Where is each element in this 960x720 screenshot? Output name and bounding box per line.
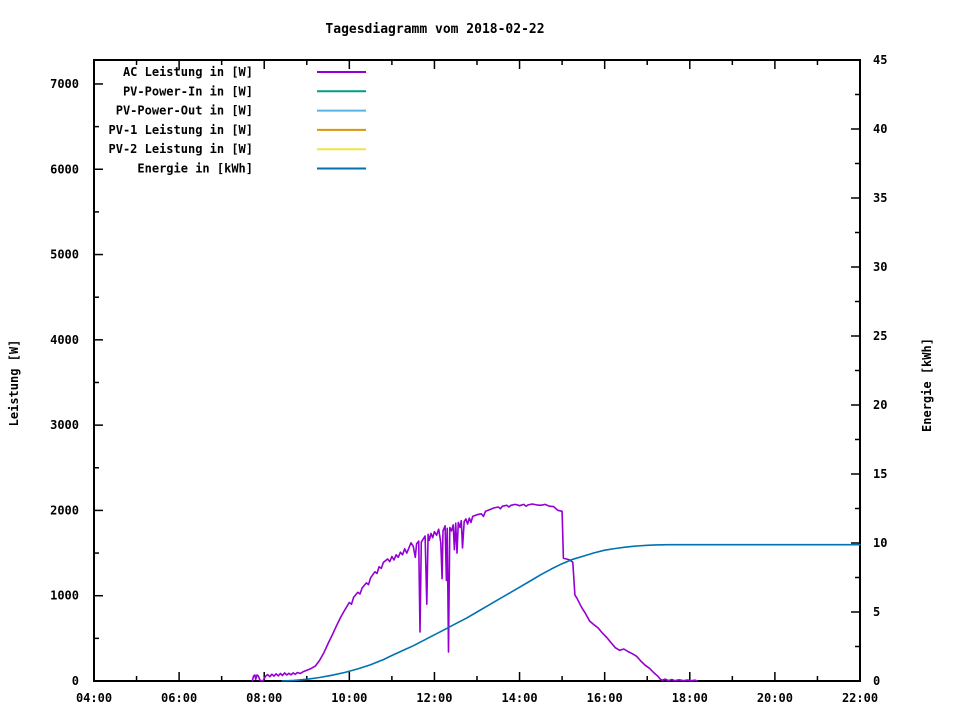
y-right-tick-label: 5 (873, 605, 880, 619)
series-line-energie-in-kwh- (281, 543, 861, 682)
y-left-tick-label: 0 (72, 674, 79, 688)
y-left-tick-label: 1000 (50, 589, 79, 603)
y-left-tick-label: 2000 (50, 503, 79, 517)
x-tick-label: 14:00 (501, 691, 537, 705)
legend-label: AC Leistung in [W] (123, 65, 253, 79)
right-axis-label: Energie [kWh] (920, 338, 934, 432)
series-lines (251, 503, 861, 682)
x-tick-label: 18:00 (672, 691, 708, 705)
x-tick-label: 06:00 (161, 691, 197, 705)
y-left-tick-label: 5000 (50, 248, 79, 262)
y-left-tick-label: 7000 (50, 77, 79, 91)
y-left-tick-label: 3000 (50, 418, 79, 432)
y-right-tick-label: 0 (873, 674, 880, 688)
left-axis-ticks (94, 83, 103, 682)
legend-label: PV-Power-In in [W] (123, 84, 253, 98)
legend: AC Leistung in [W] PV-Power-In in [W] PV-P… (109, 65, 366, 176)
x-axis-ticks (93, 60, 861, 681)
right-axis-ticks (851, 59, 860, 682)
y-right-tick-label: 40 (873, 122, 887, 136)
x-tick-label: 22:00 (842, 691, 878, 705)
legend-label: Energie in [kWh] (137, 162, 253, 176)
y-right-tick-label: 25 (873, 329, 887, 343)
x-tick-label: 16:00 (587, 691, 623, 705)
x-axis-tick-labels: 04:00 06:00 08:00 10:00 12:00 14:00 16:00 18:00… (76, 691, 878, 705)
left-axis-label: Leistung [W] (7, 339, 21, 427)
y-right-tick-label: 30 (873, 260, 887, 274)
x-tick-label: 08:00 (246, 691, 282, 705)
chart-title: Tagesdiagramm vom 2018-02-22 (325, 22, 545, 37)
left-axis-tick-labels: 0 1000 2000 3000 4000 5000 6000 7000 (50, 77, 79, 688)
y-left-tick-label: 6000 (50, 162, 79, 176)
legend-label: PV-Power-Out in [W] (116, 104, 253, 118)
y-right-tick-label: 20 (873, 398, 887, 412)
x-tick-label: 12:00 (416, 691, 452, 705)
right-axis-tick-labels: 0 5 10 15 20 25 30 35 40 45 (873, 53, 887, 688)
legend-label: PV-2 Leistung in [W] (109, 142, 254, 156)
series-line-ac-leistung-in-w- (251, 503, 699, 682)
y-right-tick-label: 45 (873, 53, 887, 67)
x-tick-label: 04:00 (76, 691, 112, 705)
legend-label: PV-1 Leistung in [W] (109, 123, 254, 137)
x-tick-label: 10:00 (331, 691, 367, 705)
y-left-tick-label: 4000 (50, 333, 79, 347)
y-right-tick-label: 15 (873, 467, 887, 481)
y-right-tick-label: 10 (873, 536, 887, 550)
y-right-tick-label: 35 (873, 191, 887, 205)
x-tick-label: 20:00 (757, 691, 793, 705)
